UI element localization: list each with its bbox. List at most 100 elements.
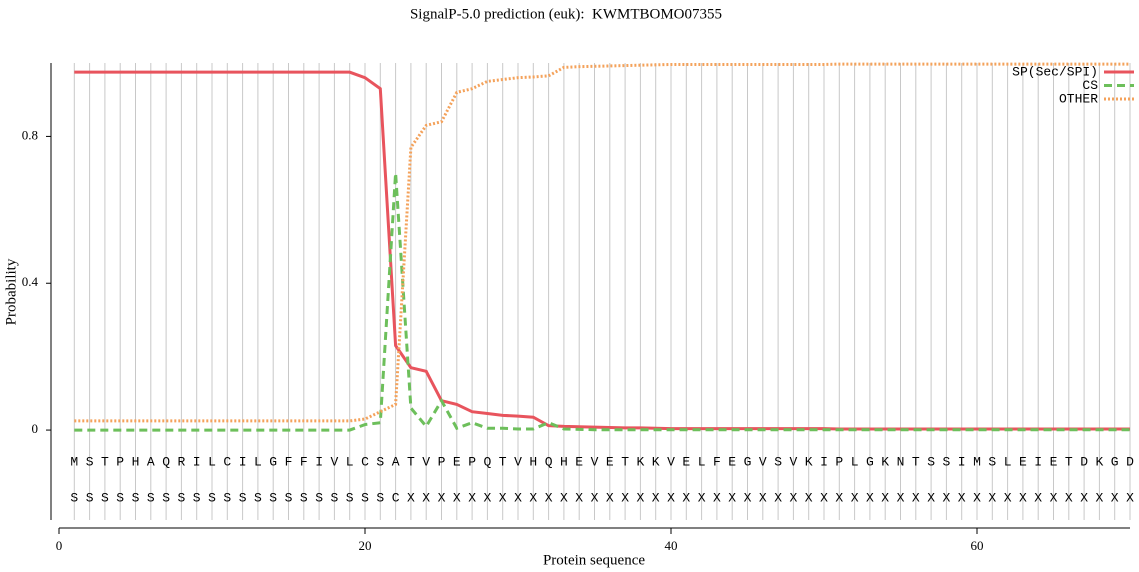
- y-tick-label: 0: [32, 421, 39, 436]
- predicted-label: X: [682, 490, 690, 505]
- predicted-label: S: [70, 490, 78, 505]
- predicted-label: S: [239, 490, 247, 505]
- predicted-label: X: [698, 490, 706, 505]
- residue: I: [193, 454, 201, 469]
- residue: V: [789, 454, 797, 469]
- residue: M: [70, 454, 78, 469]
- series-line: [74, 70, 1130, 431]
- legend-label: OTHER: [1059, 91, 1098, 106]
- residue: A: [392, 454, 400, 469]
- residue: D: [1126, 454, 1134, 469]
- predicted-label: X: [468, 490, 476, 505]
- x-tick-label: 60: [971, 538, 984, 553]
- residue: K: [652, 454, 660, 469]
- residue: G: [744, 454, 752, 469]
- predicted-label: S: [132, 490, 140, 505]
- predicted-label: S: [361, 490, 369, 505]
- predicted-label: X: [591, 490, 599, 505]
- residue: I: [315, 454, 323, 469]
- residue: A: [147, 454, 155, 469]
- series-line: [74, 62, 1130, 423]
- residue: P: [468, 454, 476, 469]
- residue: P: [438, 454, 446, 469]
- predicted-label: S: [300, 490, 308, 505]
- predicted-label: X: [789, 490, 797, 505]
- series-line: [74, 173, 1130, 432]
- y-tick-label: 0.8: [22, 127, 38, 142]
- residue: E: [682, 454, 690, 469]
- predicted-label: S: [162, 490, 170, 505]
- legend-label: SP(Sec/SPI): [1012, 64, 1098, 79]
- predicted-label: X: [988, 490, 996, 505]
- predicted-label: X: [958, 490, 966, 505]
- predicted-label: X: [606, 490, 614, 505]
- predicted-label: X: [881, 490, 889, 505]
- predicted-label: X: [438, 490, 446, 505]
- predicted-label: X: [499, 490, 507, 505]
- residue: F: [285, 454, 293, 469]
- chart-title: SignalP-5.0 prediction (euk): KWMTBOMO07…: [410, 6, 722, 22]
- predicted-label: X: [774, 490, 782, 505]
- residue: H: [529, 454, 537, 469]
- residue: S: [774, 454, 782, 469]
- y-axis-label: Probability: [3, 258, 19, 325]
- predicted-label: X: [1080, 490, 1088, 505]
- legend-label: CS: [1082, 78, 1098, 93]
- residue: G: [269, 454, 277, 469]
- predicted-label: S: [116, 490, 124, 505]
- residue: F: [713, 454, 721, 469]
- residue: G: [1111, 454, 1119, 469]
- residue: S: [86, 454, 94, 469]
- predicted-label: X: [545, 490, 553, 505]
- predicted-label: X: [422, 490, 430, 505]
- y-tick-label: 0.4: [22, 274, 39, 289]
- x-axis-label: Protein sequence: [543, 552, 645, 568]
- predicted-label: S: [254, 490, 262, 505]
- residue: I: [239, 454, 247, 469]
- predicted-label: S: [193, 490, 201, 505]
- residue: E: [1050, 454, 1058, 469]
- residue: E: [606, 454, 614, 469]
- predicted-label: X: [575, 490, 583, 505]
- residue: T: [407, 454, 415, 469]
- residue: V: [330, 454, 338, 469]
- predicted-label: X: [1004, 490, 1012, 505]
- residue: V: [759, 454, 767, 469]
- residue: L: [698, 454, 706, 469]
- residue: H: [560, 454, 568, 469]
- residue: C: [223, 454, 231, 469]
- residue: K: [1095, 454, 1103, 469]
- residue: P: [116, 454, 124, 469]
- predicted-label: S: [223, 490, 231, 505]
- residue: T: [621, 454, 629, 469]
- residue: V: [667, 454, 675, 469]
- residue: S: [942, 454, 950, 469]
- residue: Q: [545, 454, 553, 469]
- residue: Q: [483, 454, 491, 469]
- residue: V: [514, 454, 522, 469]
- residue: V: [591, 454, 599, 469]
- predicted-label: X: [1126, 490, 1134, 505]
- residue: G: [866, 454, 874, 469]
- predicted-label: X: [1034, 490, 1042, 505]
- predicted-label: C: [392, 490, 400, 505]
- residue: T: [101, 454, 109, 469]
- predicted-label: X: [636, 490, 644, 505]
- predicted-label: S: [269, 490, 277, 505]
- predicted-label: S: [376, 490, 384, 505]
- predicted-label: X: [927, 490, 935, 505]
- predicted-label: X: [667, 490, 675, 505]
- predicted-label: X: [1111, 490, 1119, 505]
- residue: L: [1004, 454, 1012, 469]
- predicted-label: S: [101, 490, 109, 505]
- x-tick-label: 40: [665, 538, 678, 553]
- predicted-label: X: [1095, 490, 1103, 505]
- predicted-label: X: [973, 490, 981, 505]
- predicted-label: X: [942, 490, 950, 505]
- residue: E: [1019, 454, 1027, 469]
- predicted-label: X: [1065, 490, 1073, 505]
- x-tick-label: 0: [56, 538, 63, 553]
- residue: E: [728, 454, 736, 469]
- predicted-label: X: [851, 490, 859, 505]
